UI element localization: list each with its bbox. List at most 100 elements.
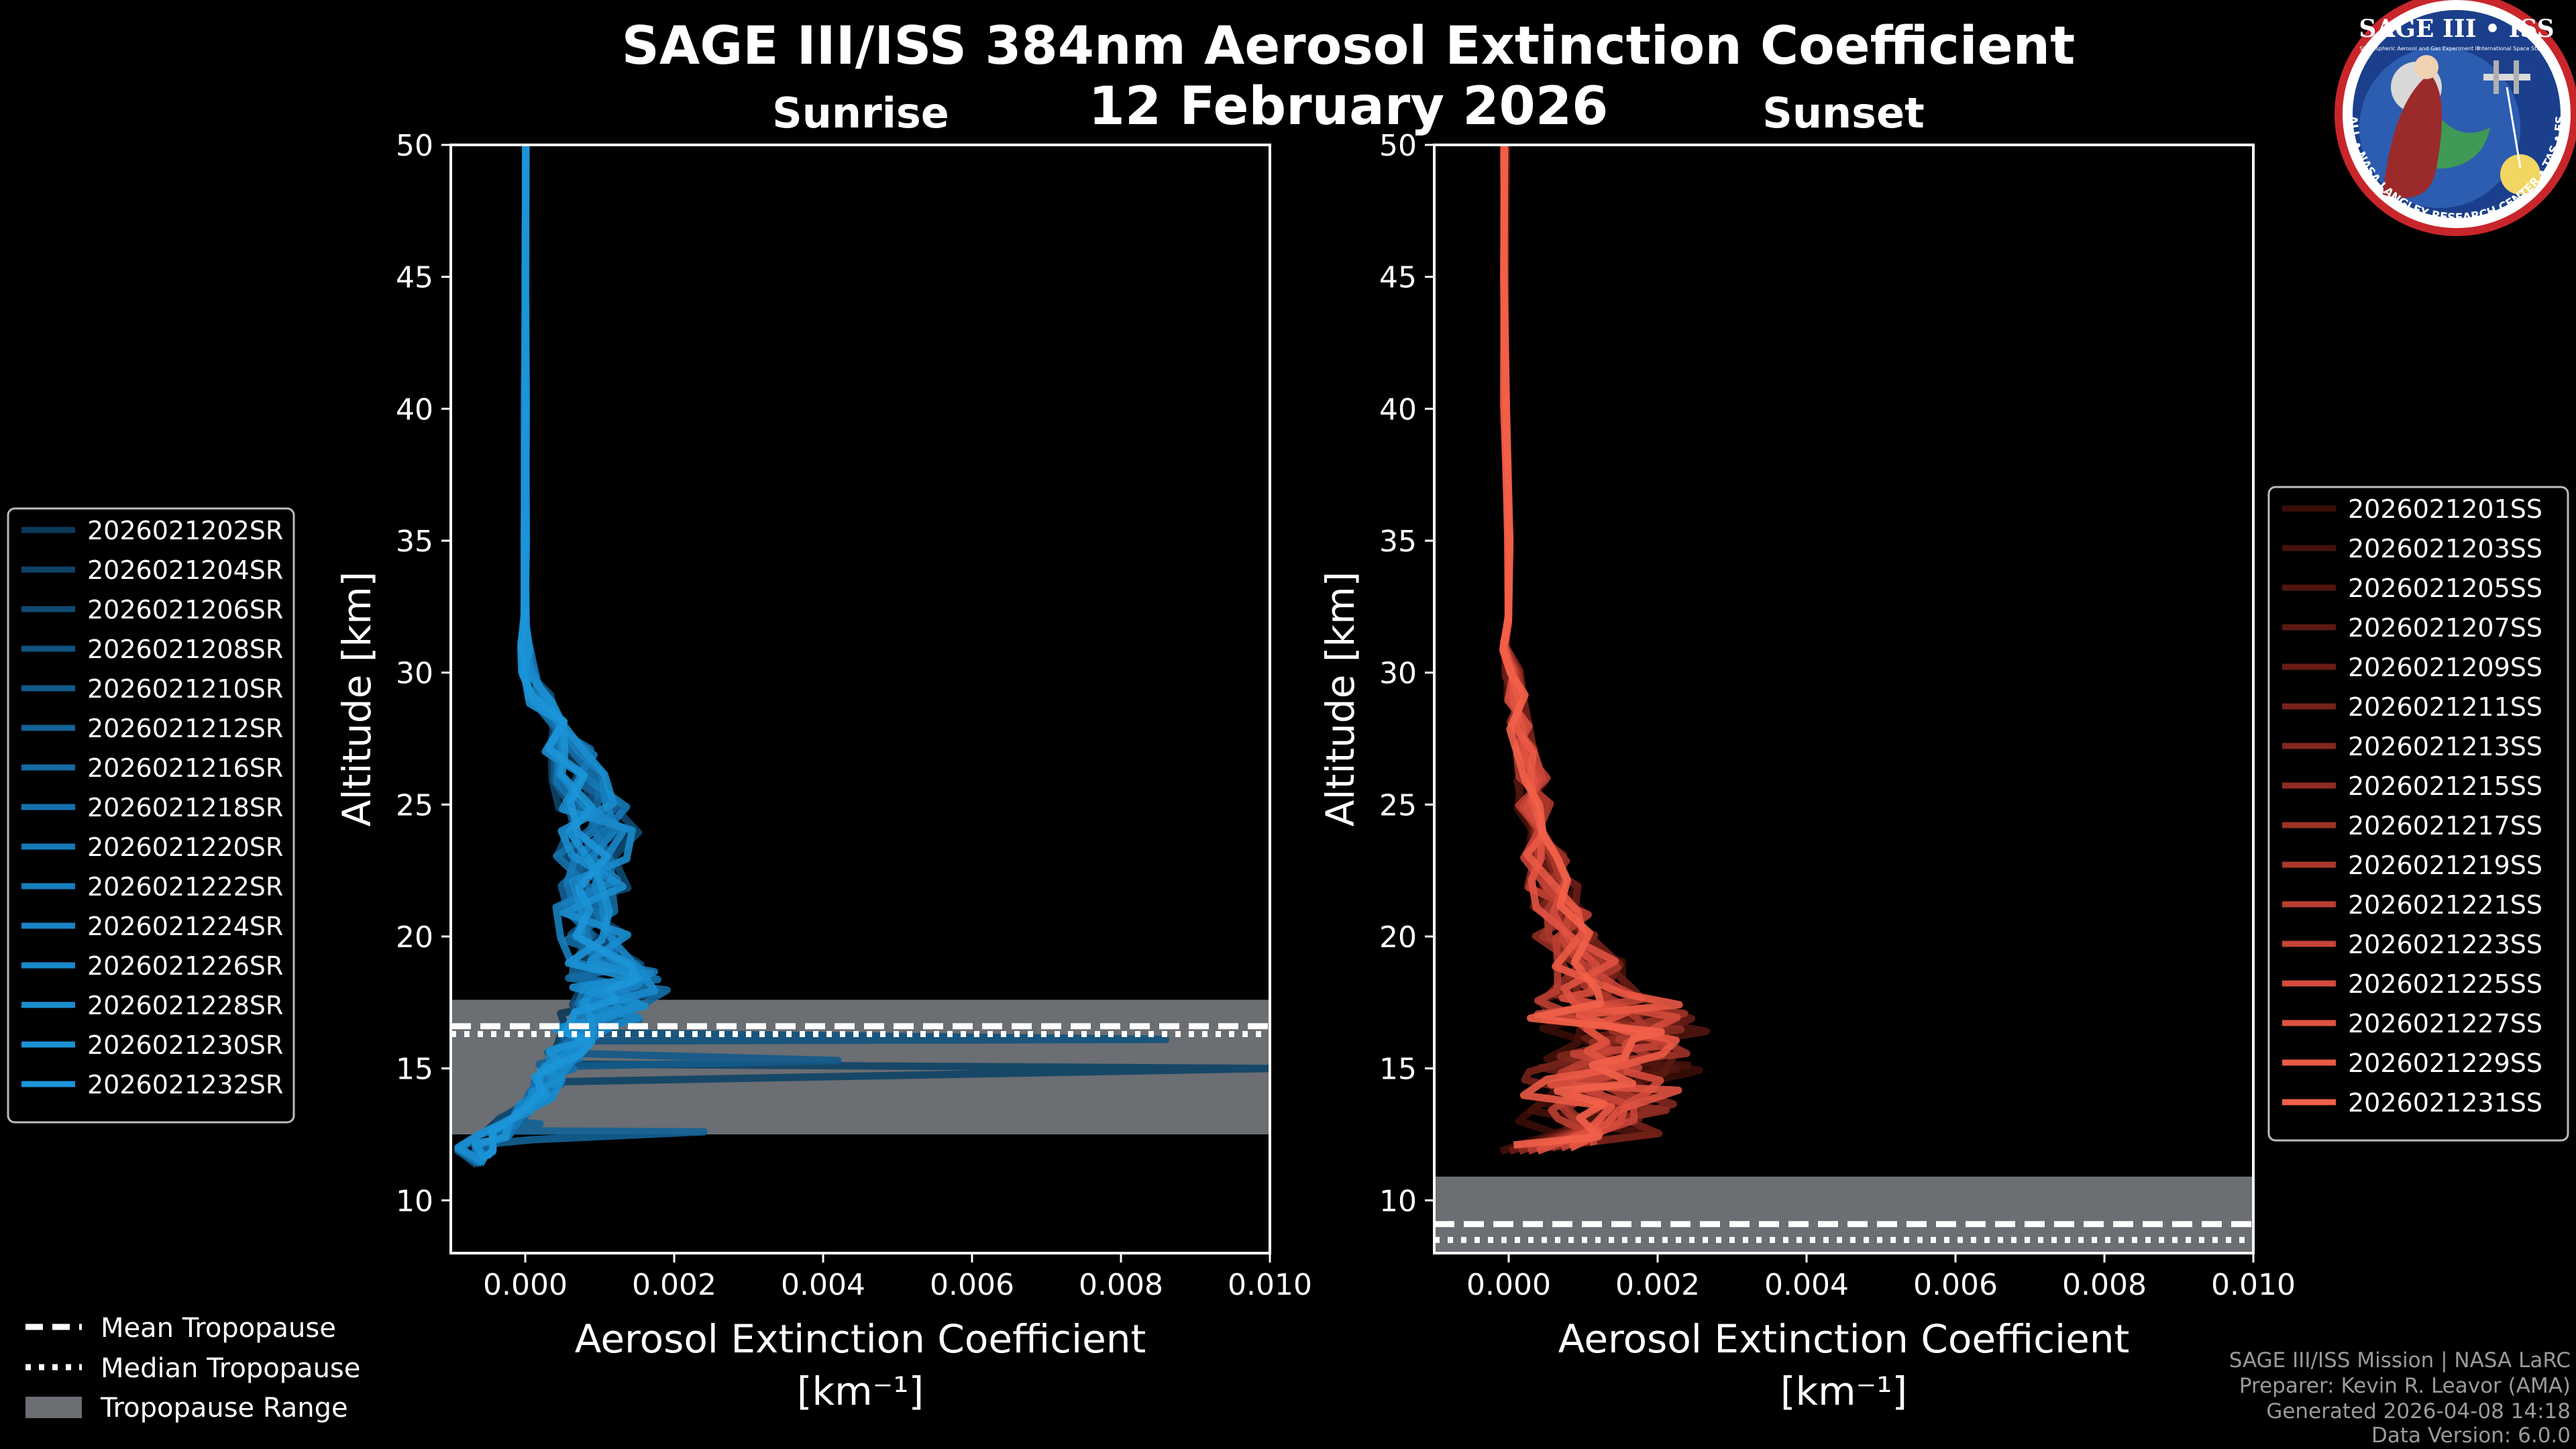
sunrise-x-axis-unit: [km⁻¹] bbox=[797, 1368, 924, 1414]
credit-preparer: Preparer: Kevin R. Leavor (AMA) bbox=[2239, 1374, 2571, 1398]
median-tropopause-label: Median Tropopause bbox=[101, 1353, 360, 1384]
sun-icon bbox=[2500, 154, 2540, 195]
sunset-panel-title: Sunset bbox=[1762, 89, 1925, 138]
y-tick-label: 15 bbox=[1379, 1053, 1417, 1087]
figure-title: SAGE III/ISS 384nm Aerosol Extinction Co… bbox=[622, 16, 2076, 76]
legend-entry-2026021206SR: 2026021206SR bbox=[87, 595, 283, 625]
legend-entry-2026021216SR: 2026021216SR bbox=[87, 753, 283, 783]
y-tick-label: 35 bbox=[1379, 525, 1417, 559]
legend-entry-2026021229SS: 2026021229SS bbox=[2348, 1049, 2542, 1078]
legend-entry-2026021231SS: 2026021231SS bbox=[2348, 1088, 2542, 1118]
logo-left-text: Stratospheric Aerosol and Gas Experiment… bbox=[2359, 46, 2479, 52]
sunset-panel: 0.000 0.002 0.004 0.006 0.008 0.010 10 15 20 25 30… bbox=[1318, 129, 2296, 1414]
credits: SAGE III/ISS Mission | NASA LaRC Prepare… bbox=[2229, 1348, 2571, 1448]
logo-top-text: SAGE III • ISS bbox=[2359, 15, 2554, 43]
x-tick-label: 0.000 bbox=[1466, 1268, 1551, 1302]
legend-entry-2026021224SR: 2026021224SR bbox=[87, 912, 283, 941]
x-tick-label: 0.004 bbox=[1764, 1268, 1849, 1302]
iss-icon bbox=[2483, 60, 2530, 94]
y-tick-label: 35 bbox=[396, 525, 433, 559]
legend-entry-2026021222SR: 2026021222SR bbox=[87, 872, 283, 902]
x-tick-label: 0.006 bbox=[1913, 1268, 1998, 1302]
legend-entry-2026021211SS: 2026021211SS bbox=[2348, 692, 2542, 722]
legend-entry-2026021226SR: 2026021226SR bbox=[87, 951, 283, 981]
legend-entry-2026021202SR: 2026021202SR bbox=[87, 516, 283, 545]
x-tick-label: 0.008 bbox=[2062, 1268, 2147, 1302]
legend-entry-2026021223SS: 2026021223SS bbox=[2348, 930, 2542, 959]
y-tick-label: 40 bbox=[1379, 392, 1417, 427]
sunrise-x-axis-label: Aerosol Extinction Coefficient bbox=[575, 1316, 1146, 1362]
sunrise-panel: 0.000 0.002 0.004 0.006 0.008 0.010 10 15 20 25 30… bbox=[334, 129, 1312, 1414]
credit-data-version: Data Version: 6.0.0 bbox=[2371, 1424, 2571, 1448]
profile-2026021225SS bbox=[1499, 145, 1681, 1146]
credit-mission: SAGE III/ISS Mission | NASA LaRC bbox=[2229, 1348, 2571, 1373]
logo-right-text: International Space Station bbox=[2477, 46, 2551, 52]
x-tick-label: 0.010 bbox=[2211, 1268, 2296, 1302]
x-tick-label: 0.010 bbox=[1228, 1268, 1312, 1302]
legend-entry-2026021219SS: 2026021219SS bbox=[2348, 851, 2542, 880]
legend-entry-2026021220SR: 2026021220SR bbox=[87, 833, 283, 862]
legend-entry-2026021204SR: 2026021204SR bbox=[87, 555, 283, 585]
tropopause-legend: Mean Tropopause Median Tropopause Tropop… bbox=[25, 1313, 360, 1424]
sunset-axes-frame bbox=[1433, 144, 2255, 1254]
legend-entry-2026021209SS: 2026021209SS bbox=[2348, 653, 2542, 682]
legend-entry-2026021221SS: 2026021221SS bbox=[2348, 890, 2542, 920]
figure-date: 12 February 2026 bbox=[1089, 76, 1609, 137]
profile-2026021232SR bbox=[484, 145, 639, 1159]
y-tick-label: 15 bbox=[396, 1053, 433, 1087]
mean-tropopause-label: Mean Tropopause bbox=[101, 1313, 336, 1344]
y-tick-label: 20 bbox=[1379, 920, 1417, 955]
legend-entry-2026021213SS: 2026021213SS bbox=[2348, 732, 2542, 761]
y-tick-label: 10 bbox=[1379, 1184, 1417, 1218]
legend-entry-2026021212SR: 2026021212SR bbox=[87, 714, 283, 743]
legend-entry-2026021218SR: 2026021218SR bbox=[87, 793, 283, 822]
legend-entry-2026021228SR: 2026021228SR bbox=[87, 991, 283, 1020]
sage-iii-iss-logo: SAGE III • ISS Stratospheric Aerosol and… bbox=[2334, 0, 2576, 236]
sunset-x-axis-unit: [km⁻¹] bbox=[1780, 1368, 1907, 1414]
legend-entry-2026021210SR: 2026021210SR bbox=[87, 674, 283, 704]
x-tick-label: 0.000 bbox=[483, 1268, 568, 1302]
sunrise-axes-frame bbox=[449, 144, 1271, 1254]
x-tick-label: 0.002 bbox=[1615, 1268, 1700, 1302]
y-tick-label: 40 bbox=[396, 392, 433, 427]
legend-entry-2026021230SR: 2026021230SR bbox=[87, 1030, 283, 1060]
sunset-plot-area bbox=[1434, 145, 2253, 1253]
figure-robe-icon bbox=[2383, 74, 2442, 198]
y-tick-label: 50 bbox=[1379, 129, 1417, 163]
x-tick-label: 0.008 bbox=[1079, 1268, 1163, 1302]
legend-entry-2026021232SR: 2026021232SR bbox=[87, 1070, 283, 1099]
legend-entry-2026021208SR: 2026021208SR bbox=[87, 635, 283, 664]
x-tick-label: 0.004 bbox=[781, 1268, 865, 1302]
sunrise-panel-title: Sunrise bbox=[772, 89, 949, 138]
sunrise-y-axis-label: Altitude [km] bbox=[334, 572, 380, 826]
legend-entry-2026021217SS: 2026021217SS bbox=[2348, 811, 2542, 841]
legend-entry-2026021205SS: 2026021205SS bbox=[2348, 574, 2542, 603]
legend-entry-2026021201SS: 2026021201SS bbox=[2348, 494, 2542, 524]
legend-entry-2026021225SS: 2026021225SS bbox=[2348, 969, 2542, 999]
y-tick-label: 50 bbox=[396, 129, 433, 163]
credit-generated: Generated 2026-04-08 14:18 bbox=[2266, 1399, 2571, 1424]
y-tick-label: 20 bbox=[396, 920, 433, 955]
y-tick-label: 25 bbox=[1379, 788, 1417, 822]
sunset-legend-box bbox=[2267, 486, 2569, 1142]
tropopause-range-swatch bbox=[25, 1397, 82, 1418]
legend-entry-2026021203SS: 2026021203SS bbox=[2348, 534, 2542, 564]
y-tick-label: 10 bbox=[396, 1184, 433, 1218]
y-tick-label: 30 bbox=[396, 657, 433, 691]
y-tick-label: 30 bbox=[1379, 657, 1417, 691]
sunset-y-axis-label: Altitude [km] bbox=[1318, 572, 1363, 826]
x-tick-label: 0.006 bbox=[930, 1268, 1014, 1302]
legend-entry-2026021215SS: 2026021215SS bbox=[2348, 771, 2542, 801]
profile-2026021231SS bbox=[1499, 145, 1665, 1149]
x-tick-label: 0.002 bbox=[632, 1268, 716, 1302]
y-tick-label: 25 bbox=[396, 788, 433, 822]
legend-entry-2026021227SS: 2026021227SS bbox=[2348, 1009, 2542, 1038]
sunrise-legend-box bbox=[7, 507, 295, 1124]
sunrise-legend: 2026021202SR 2026021204SR 2026021206SR 2026… bbox=[7, 507, 295, 1124]
sunset-legend: 2026021201SS 2026021203SS 2026021205SS 2026… bbox=[2267, 486, 2569, 1142]
y-tick-label: 45 bbox=[1379, 261, 1417, 295]
sunrise-plot-area bbox=[451, 145, 1270, 1168]
legend-entry-2026021207SS: 2026021207SS bbox=[2348, 613, 2542, 643]
y-tick-label: 45 bbox=[396, 261, 433, 295]
